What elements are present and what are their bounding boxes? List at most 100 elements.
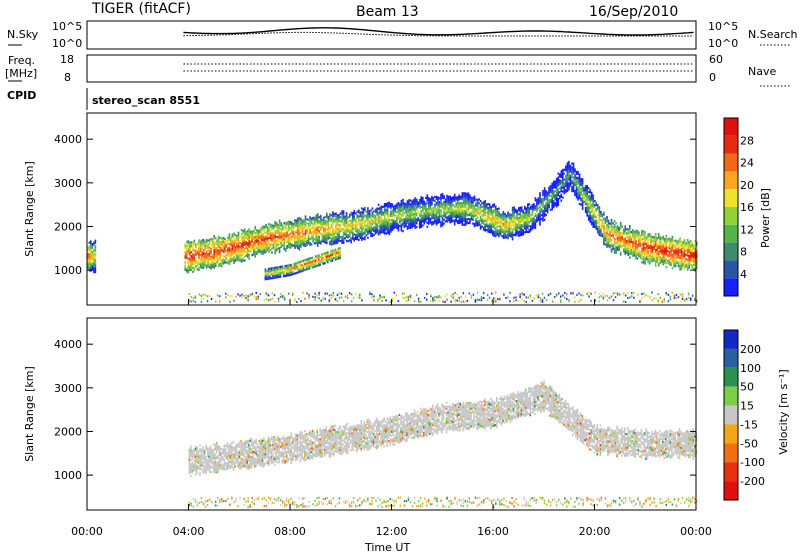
power-cell [503, 293, 505, 296]
power-cell [671, 241, 674, 244]
power-cell [673, 245, 675, 248]
power-cell [306, 292, 308, 295]
power-cell [446, 206, 448, 209]
power-cell [361, 225, 363, 228]
power-cell [289, 242, 292, 245]
power-cell [685, 263, 687, 266]
power-cell [689, 257, 692, 260]
power-cell [184, 266, 186, 270]
power-cell [630, 252, 633, 255]
power-cell [273, 270, 276, 273]
power-cell [423, 200, 426, 203]
power-cell [639, 250, 642, 253]
power-cell [426, 198, 429, 201]
power-cell [341, 237, 343, 240]
power-cell [563, 192, 566, 195]
power-cell [356, 222, 359, 225]
power-cell [325, 253, 328, 256]
power-cell [551, 300, 554, 303]
power-cell [243, 243, 246, 246]
power-cell [519, 226, 521, 229]
power-cell [557, 190, 560, 193]
power-cell [249, 246, 252, 249]
power-cell [572, 190, 575, 193]
power-cell [543, 199, 546, 202]
power-cell [618, 234, 620, 238]
power-cell [237, 235, 240, 238]
power-cell [574, 180, 576, 183]
power-cell [273, 294, 276, 297]
power-cell [514, 208, 517, 211]
power-cell [533, 224, 535, 227]
power-cell [368, 210, 371, 213]
power-cell [578, 195, 581, 198]
power-cell [257, 235, 260, 238]
power-cell [507, 233, 509, 236]
power-cell [208, 254, 211, 257]
beam-label: Beam 13 [356, 4, 419, 20]
power-cell [335, 218, 337, 221]
power-cell [693, 248, 695, 251]
power-cell [693, 246, 695, 249]
power-cell [615, 251, 617, 254]
power-cell [324, 229, 327, 232]
power-cell [259, 237, 261, 240]
power-cell [659, 249, 662, 252]
power-cell [641, 237, 643, 240]
power-cell [295, 225, 298, 228]
power-cell [647, 239, 649, 242]
power-cell [586, 194, 588, 197]
power-cell [298, 220, 301, 223]
power-cell [396, 211, 398, 214]
power-cell [641, 251, 643, 254]
power-cell [383, 204, 386, 208]
power-cell [457, 204, 459, 207]
power-cell [263, 247, 266, 250]
power-cell [540, 200, 543, 203]
power-cell [254, 251, 257, 254]
power-cell [447, 211, 450, 214]
power-cell [240, 232, 243, 235]
power-cell [479, 225, 482, 228]
power-cell [411, 204, 413, 207]
power-cell [301, 241, 304, 244]
power-cell [514, 218, 517, 221]
power-cell [186, 248, 188, 251]
power-cell [457, 198, 459, 201]
power-cell [639, 252, 642, 255]
power-cell [431, 209, 433, 212]
power-cell [351, 237, 354, 240]
power-cell [679, 250, 681, 254]
power-cell [338, 227, 340, 231]
power-cell [316, 217, 319, 220]
power-cell [239, 249, 241, 252]
power-cell [694, 247, 697, 251]
power-cell [682, 258, 684, 261]
power-cell [580, 181, 582, 184]
power-cell [214, 252, 217, 256]
power-cell [214, 258, 217, 261]
power-cell [399, 221, 401, 224]
power-cell [423, 222, 426, 225]
power-cell [568, 188, 570, 191]
power-cell [353, 215, 355, 218]
power-cell [555, 193, 558, 196]
power-cell [318, 222, 320, 225]
power-cell [211, 246, 214, 249]
power-cell [422, 220, 424, 223]
power-cell [417, 201, 419, 204]
power-cell [324, 235, 327, 238]
power-cell [624, 249, 626, 252]
power-cell [205, 240, 208, 244]
power-cell [361, 238, 363, 241]
power-cell [383, 220, 386, 223]
power-cell [287, 264, 290, 267]
power-cell [315, 214, 317, 217]
power-cell [397, 223, 400, 226]
power-cell [657, 250, 660, 253]
power-cell [350, 223, 352, 226]
power-cell [335, 224, 337, 227]
power-cell [303, 221, 305, 224]
power-cell [388, 233, 391, 236]
power-cell [391, 219, 394, 222]
